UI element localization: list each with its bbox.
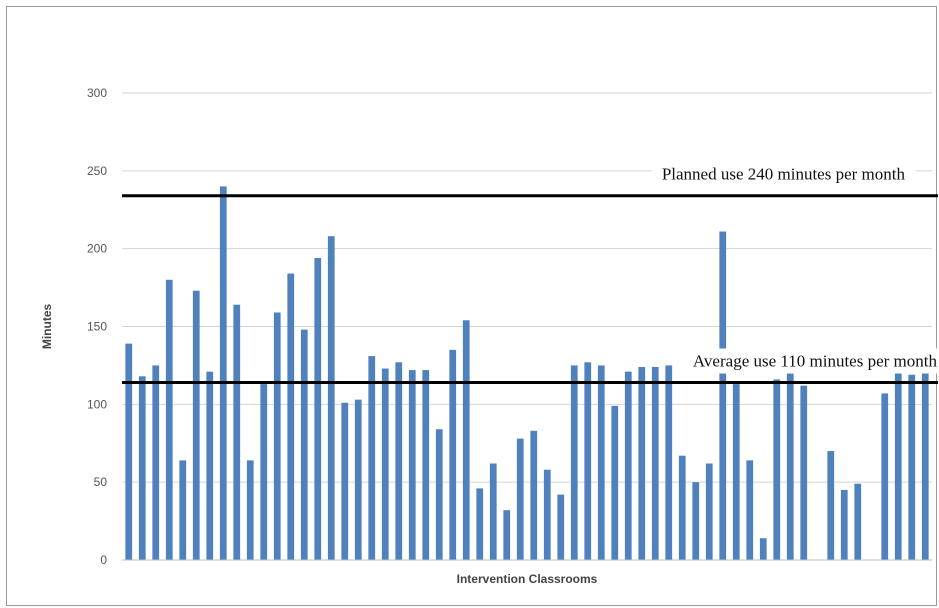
bar <box>435 429 443 560</box>
y-tick-label: 100 <box>87 397 107 411</box>
bar <box>692 482 700 560</box>
bar <box>570 365 578 560</box>
bar <box>638 366 646 560</box>
bar <box>827 451 835 560</box>
bar <box>840 489 848 560</box>
bar <box>530 430 538 560</box>
bar <box>719 231 727 561</box>
reference-label-background <box>682 348 938 374</box>
bar <box>584 362 592 560</box>
bar <box>219 186 227 560</box>
bar <box>192 290 200 560</box>
bar <box>611 405 619 560</box>
chart-frame: 0 50 100 150 200 250 300 Planned use 240 minut… <box>6 6 938 606</box>
bar <box>449 349 457 560</box>
bar <box>395 362 403 560</box>
bar <box>179 460 187 560</box>
bar <box>489 463 497 560</box>
reference-line-label: Planned use 240 minutes per month <box>662 165 906 184</box>
bar <box>678 455 686 560</box>
bar <box>597 365 605 560</box>
bar <box>705 463 713 560</box>
bar <box>206 371 214 560</box>
reference-lines: Planned use 240 minutes per month Average… <box>122 161 938 385</box>
bar-chart: 0 50 100 150 200 250 300 Planned use 240 minut… <box>40 86 938 586</box>
bar <box>908 374 916 560</box>
bar <box>786 366 794 560</box>
y-tick-label: 0 <box>100 553 107 567</box>
bar <box>233 304 241 560</box>
bar <box>273 312 281 560</box>
bar <box>557 494 565 560</box>
bar <box>152 365 160 560</box>
y-axis-title: Minutes <box>40 304 54 350</box>
bar <box>651 366 659 560</box>
bar <box>408 370 416 560</box>
bar <box>516 438 524 560</box>
bar <box>422 370 430 560</box>
bar <box>854 483 862 560</box>
bar <box>746 460 754 560</box>
bar <box>665 365 673 560</box>
bar <box>341 402 349 560</box>
y-tick-label: 150 <box>87 320 107 334</box>
bar <box>624 371 632 560</box>
bar <box>138 376 146 560</box>
bar <box>773 379 781 560</box>
y-tick-label: 250 <box>87 164 107 178</box>
bar <box>314 258 322 560</box>
bar <box>543 469 551 560</box>
y-tick-label: 200 <box>87 242 107 256</box>
y-tick-label: 300 <box>87 86 107 100</box>
gridlines <box>122 92 932 483</box>
bar <box>287 273 295 560</box>
bar <box>300 329 308 560</box>
bar <box>732 384 740 560</box>
y-tick-labels: 0 50 100 150 200 250 300 <box>87 86 107 567</box>
reference-label-background <box>651 161 916 187</box>
bar <box>327 236 335 560</box>
bar <box>881 393 889 560</box>
bar <box>165 279 173 560</box>
bar <box>354 399 362 560</box>
bar <box>260 384 268 560</box>
reference-line-label: Average use 110 minutes per month <box>693 352 938 371</box>
bar <box>381 368 389 560</box>
bar <box>759 538 767 560</box>
bar <box>246 460 254 560</box>
bar <box>476 488 484 560</box>
bar <box>368 356 376 560</box>
bar <box>800 385 808 560</box>
bar <box>125 343 133 560</box>
bar <box>921 366 929 560</box>
bar <box>462 320 470 560</box>
bars <box>125 186 929 561</box>
x-axis-title: Intervention Classrooms <box>457 572 598 586</box>
bar <box>503 510 511 560</box>
y-tick-label: 50 <box>94 475 108 489</box>
bar <box>894 368 902 560</box>
